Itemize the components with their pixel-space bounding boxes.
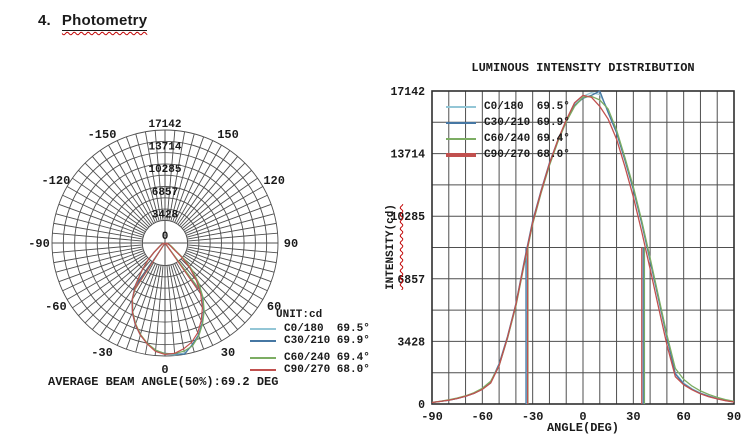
svg-text:-60: -60: [45, 300, 67, 314]
svg-text:-30: -30: [522, 410, 544, 424]
beam-edge-markers: [525, 247, 646, 404]
svg-text:17142: 17142: [148, 119, 181, 131]
legend-label: C0/180 69.5°: [484, 101, 570, 113]
legend-label: C60/240 69.4°: [284, 352, 370, 364]
c90-270-line-swatch: [446, 153, 476, 157]
svg-text:-30: -30: [91, 346, 113, 360]
c60-240-line-swatch: [250, 357, 276, 359]
svg-text:60: 60: [267, 300, 281, 314]
c30-210-line-swatch: [446, 122, 476, 124]
polar-beam-edge-lines: [132, 242, 200, 291]
section-number: 4.: [38, 12, 51, 29]
legend-item-c60-240: C60/240 69.4°: [250, 352, 370, 364]
svg-text:17142: 17142: [390, 86, 425, 99]
svg-text:0: 0: [161, 363, 168, 377]
svg-text:-150: -150: [88, 128, 117, 142]
svg-text:10285: 10285: [390, 211, 425, 224]
line-chart-title: LUMINOUS INTENSITY DISTRIBUTION: [471, 61, 695, 75]
svg-text:60: 60: [676, 410, 690, 424]
legend-label: C90/270 68.0°: [284, 364, 370, 376]
x-axis-label: ANGLE(DEG): [546, 421, 619, 435]
legend-label: C90/270 68.0°: [484, 149, 570, 161]
c0-180-line-swatch: [446, 106, 476, 108]
legend-label: C30/210 69.9°: [284, 335, 370, 347]
svg-text:-90: -90: [28, 237, 50, 251]
svg-text:13714: 13714: [390, 149, 425, 162]
svg-text:0: 0: [418, 399, 425, 412]
legend-item-c90-270: C90/270 68.0°: [250, 364, 370, 376]
svg-text:-120: -120: [41, 174, 70, 188]
line-chart-legend: C0/180 69.5° C30/210 69.9° C60/240 69.4°…: [446, 99, 570, 163]
section-title: Photometry: [61, 12, 148, 31]
svg-text:0: 0: [162, 231, 169, 243]
svg-text:120: 120: [263, 174, 285, 188]
svg-text:6857: 6857: [152, 187, 178, 199]
svg-text:6857: 6857: [397, 274, 425, 287]
cartesian-tick-labels: 0 3428 6857 10285 13714 17142 -90 -60 -30 0 30 60 90: [390, 86, 741, 424]
legend-item-c0-180: C0/180 69.5°: [446, 99, 570, 115]
average-beam-angle-note: AVERAGE BEAM ANGLE(50%):69.2 DEG: [48, 375, 279, 389]
page-title: 4. Photometry: [38, 12, 148, 31]
legend-item-c30-210: C30/210 69.9°: [446, 115, 570, 131]
svg-text:90: 90: [284, 237, 298, 251]
c90-270-line-swatch: [250, 369, 276, 371]
legend-item-c0-180: C0/180 69.5°: [250, 323, 370, 335]
svg-text:10285: 10285: [148, 164, 181, 176]
svg-text:3428: 3428: [397, 336, 425, 349]
legend-item-c30-210: C30/210 69.9°: [250, 335, 370, 347]
c30-210-line-swatch: [250, 340, 276, 342]
legend-unit-label: UNIT:cd: [276, 309, 323, 321]
polar-intensity-chart: 0 3428 6857 10285 13714 17142 -150 -120 -90 -60 -3…: [28, 119, 298, 377]
luminous-intensity-line-chart: 0 3428 6857 10285 13714 17142 -90 -60 -30 0 30 60 90: [390, 86, 741, 424]
svg-text:30: 30: [626, 410, 640, 424]
legend-item-c90-270: C90/270 68.0°: [446, 147, 570, 163]
svg-text:3428: 3428: [152, 209, 179, 221]
intensity-curves: [431, 90, 735, 404]
svg-text:-60: -60: [472, 410, 494, 424]
legend-label: C30/210 69.9°: [484, 117, 570, 129]
svg-text:13714: 13714: [148, 142, 181, 154]
cartesian-grid: [431, 90, 735, 405]
svg-text:90: 90: [727, 410, 741, 424]
legend-label: C60/240 69.4°: [484, 133, 570, 145]
svg-text:150: 150: [217, 128, 239, 142]
c60-240-line-swatch: [446, 138, 476, 140]
section-title-wavy-underline: Photometry: [61, 12, 148, 31]
polar-curves: [131, 242, 205, 356]
polar-tick-labels: 0 3428 6857 10285 13714 17142 -150 -120 -90 -60 -3…: [28, 119, 298, 377]
y-axis-label: INTENSITY(cd): [385, 204, 397, 290]
svg-text:30: 30: [221, 346, 235, 360]
polar-legend: UNIT:cd C0/180 69.5° C30/210 69.9° C60/2…: [250, 309, 370, 376]
polar-grid: [51, 129, 279, 357]
c0-180-line-swatch: [250, 328, 276, 330]
legend-label: C0/180 69.5°: [284, 323, 370, 335]
svg-text:0: 0: [579, 410, 586, 424]
legend-item-c60-240: C60/240 69.4°: [446, 131, 570, 147]
svg-text:-90: -90: [421, 410, 443, 424]
